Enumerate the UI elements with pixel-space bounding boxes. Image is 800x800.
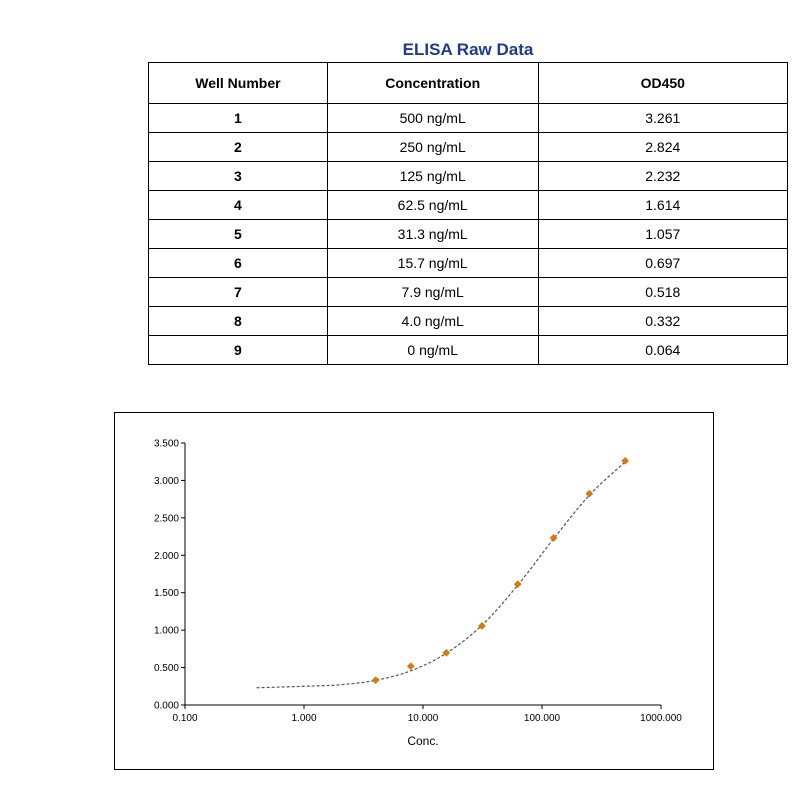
table-row: 1 500 ng/mL 3.261 [148, 103, 789, 133]
table-row: 7 7.9 ng/mL 0.518 [148, 277, 789, 307]
y-tick-label: 1.500 [154, 588, 179, 599]
standard-curve-chart: 0.000 0.500 1.000 1.500 2.000 2.500 3.000 3.500… [114, 412, 714, 770]
raw-data-table: Well Number Concentration OD450 1 500 ng… [148, 62, 789, 365]
data-point [406, 662, 415, 671]
cell-well: 6 [148, 248, 328, 278]
cell-concentration: 500 ng/mL [326, 103, 539, 133]
y-tick-label: 2.500 [154, 513, 179, 524]
cell-od450: 2.232 [537, 161, 789, 191]
header-well-number: Well Number [148, 62, 328, 104]
cell-od450: 0.518 [537, 277, 789, 307]
cell-well: 5 [148, 219, 328, 249]
header-od450: OD450 [537, 62, 789, 104]
cell-well: 9 [148, 335, 328, 365]
cell-od450: 1.057 [537, 219, 789, 249]
data-point [585, 489, 594, 498]
y-tick-label: 0.500 [154, 663, 179, 674]
cell-well: 3 [148, 161, 328, 191]
y-tick-label: 3.000 [154, 476, 179, 487]
x-tick-label: 10.000 [408, 713, 439, 724]
cell-well: 8 [148, 306, 328, 336]
cell-concentration: 250 ng/mL [326, 132, 539, 162]
cell-well: 7 [148, 277, 328, 307]
cell-well: 2 [148, 132, 328, 162]
data-point [513, 580, 522, 589]
x-tick-label: 1.000 [291, 713, 316, 724]
cell-concentration: 4.0 ng/mL [326, 306, 539, 336]
cell-concentration: 125 ng/mL [326, 161, 539, 191]
table-title: ELISA Raw Data [402, 40, 534, 59]
table-row: 2 250 ng/mL 2.824 [148, 132, 789, 162]
cell-od450: 2.824 [537, 132, 789, 162]
table-row: 5 31.3 ng/mL 1.057 [148, 219, 789, 249]
table-row: 8 4.0 ng/mL 0.332 [148, 306, 789, 336]
cell-well: 1 [148, 103, 328, 133]
table-row: 9 0 ng/mL 0.064 [148, 335, 789, 365]
y-tick-label: 1.000 [154, 626, 179, 637]
chart-svg: 0.000 0.500 1.000 1.500 2.000 2.500 3.000 3.500… [154, 439, 682, 749]
cell-concentration: 62.5 ng/mL [326, 190, 539, 220]
cell-od450: 1.614 [537, 190, 789, 220]
data-point [478, 622, 486, 630]
cell-od450: 3.261 [537, 103, 789, 133]
cell-od450: 0.697 [537, 248, 789, 278]
table-row: 6 15.7 ng/mL 0.697 [148, 248, 789, 278]
cell-concentration: 7.9 ng/mL [326, 277, 539, 307]
table-row: 3 125 ng/mL 2.232 [148, 161, 789, 191]
table-header-row: Well Number Concentration OD450 [148, 62, 789, 104]
y-tick-label: 0.000 [154, 701, 179, 712]
fit-curve [256, 459, 628, 689]
data-point [621, 457, 630, 465]
cell-concentration: 15.7 ng/mL [326, 248, 539, 278]
data-point [371, 676, 380, 685]
x-tick-label: 0.100 [172, 713, 197, 724]
y-tick-label: 3.500 [154, 439, 179, 450]
data-point [442, 648, 451, 657]
y-tick-label: 2.000 [154, 551, 179, 562]
cell-well: 4 [148, 190, 328, 220]
cell-concentration: 31.3 ng/mL [326, 219, 539, 249]
x-axis-label: Conc. [407, 734, 438, 748]
table-row: 4 62.5 ng/mL 1.614 [148, 190, 789, 220]
header-concentration: Concentration [326, 62, 539, 104]
cell-concentration: 0 ng/mL [326, 335, 539, 365]
data-point [549, 534, 558, 542]
cell-od450: 0.064 [537, 335, 789, 365]
x-tick-label: 1000.000 [640, 713, 682, 724]
cell-od450: 0.332 [537, 306, 789, 336]
x-tick-label: 100.000 [524, 713, 561, 724]
